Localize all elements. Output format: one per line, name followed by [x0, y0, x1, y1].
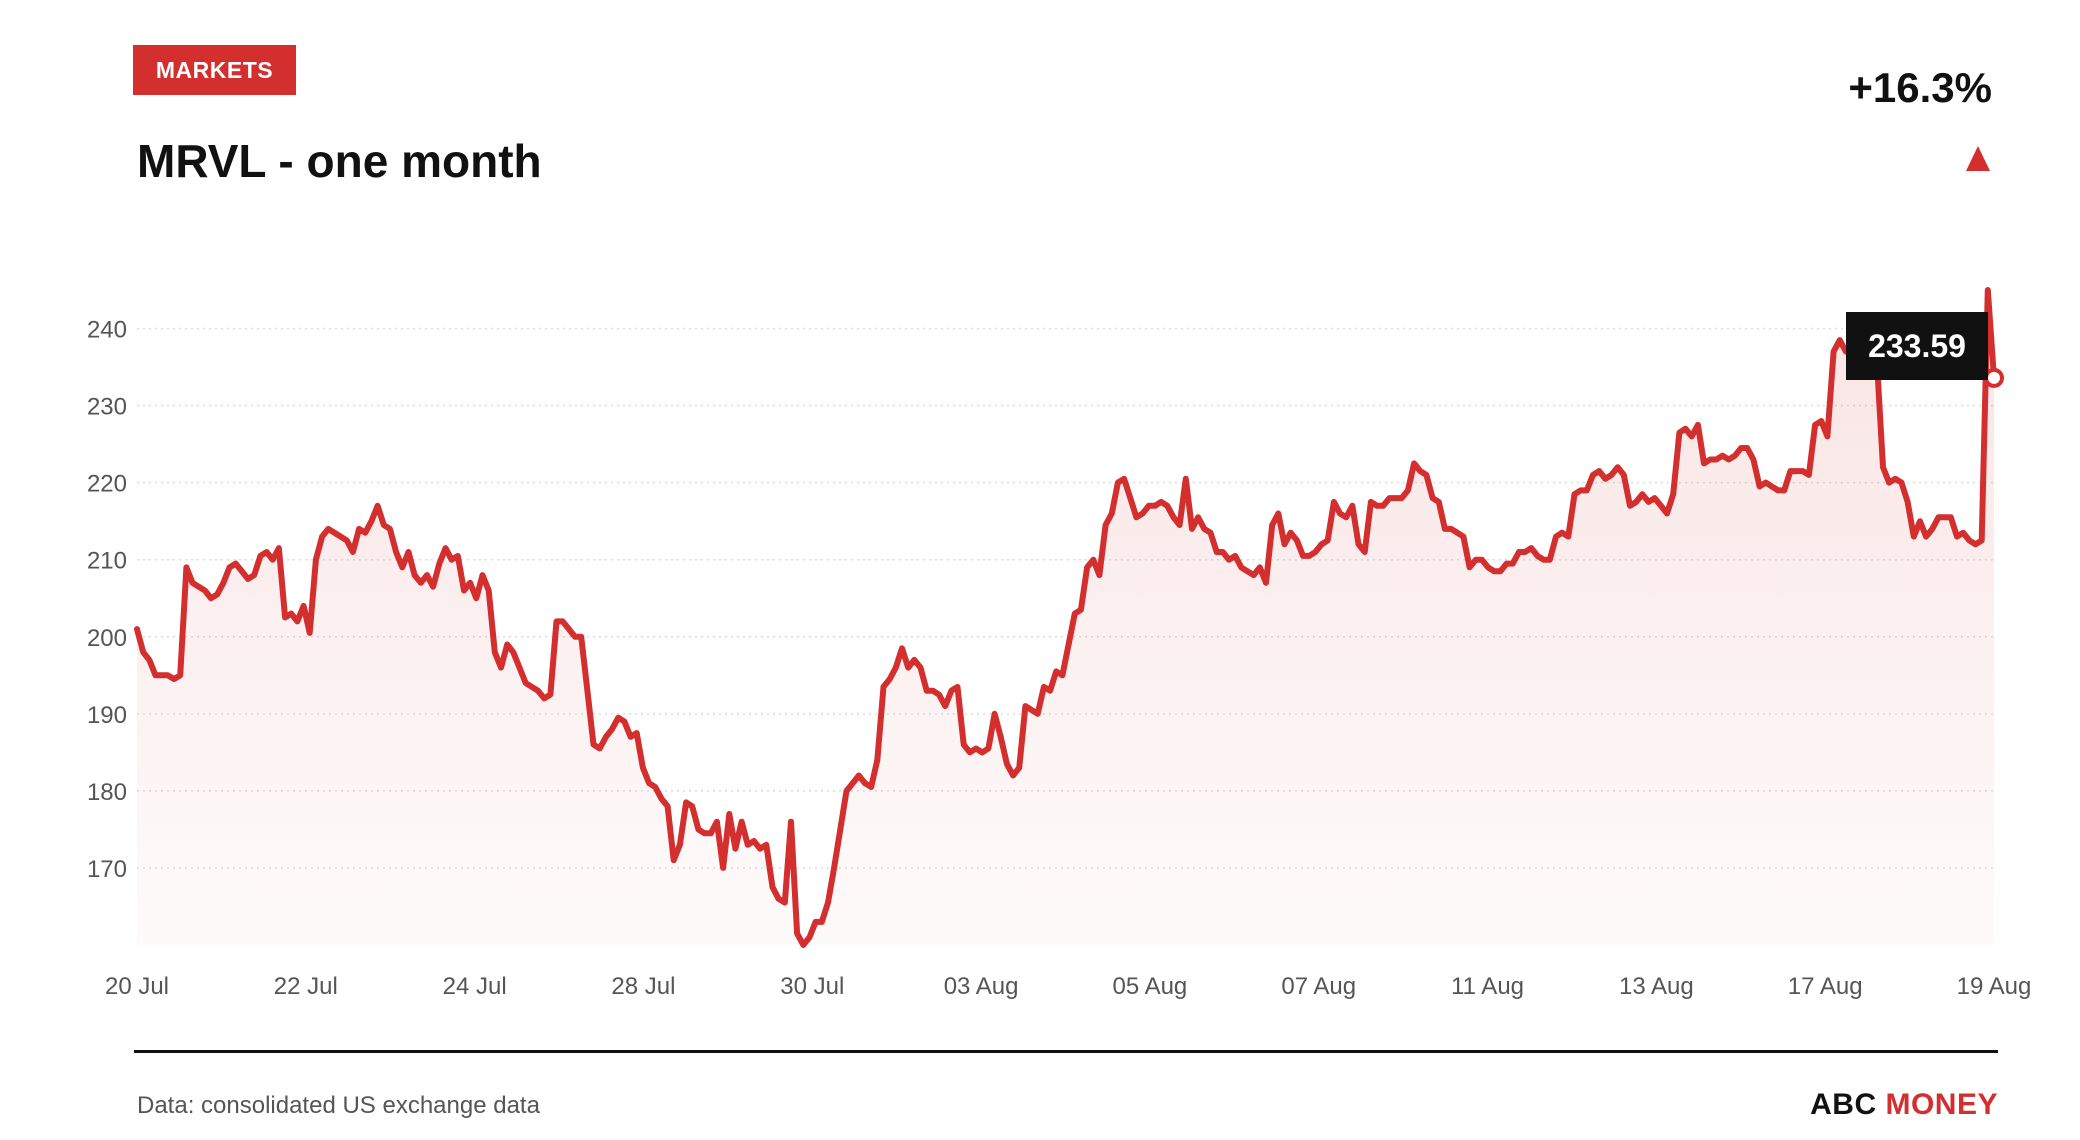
brand-abc: ABC: [1810, 1088, 1877, 1121]
y-axis: 170 180 190 200 210 220 230 240: [87, 317, 127, 883]
x-tick-label: 24 Jul: [443, 973, 507, 1000]
x-tick-label: 17 Aug: [1788, 973, 1863, 1000]
x-tick-label: 30 Jul: [780, 973, 844, 1000]
x-tick-label: 07 Aug: [1281, 973, 1356, 1000]
last-value-marker: 233.59: [1846, 312, 2004, 388]
x-tick-label: 03 Aug: [944, 973, 1019, 1000]
y-tick-label: 200: [87, 625, 127, 652]
brand-logo: ABC MONEY: [1810, 1088, 1998, 1122]
x-tick-label: 22 Jul: [274, 973, 338, 1000]
y-tick-label: 180: [87, 779, 127, 806]
x-tick-label: 28 Jul: [611, 973, 675, 1000]
series-line: [134, 287, 1997, 948]
last-value-box: [1846, 312, 1988, 380]
percent-change: +16.3%: [1848, 64, 1992, 111]
up-triangle-icon: [1966, 146, 1990, 171]
x-tick-label: 19 Aug: [1957, 973, 2032, 1000]
area-fill: [137, 290, 1994, 945]
last-point-dot: [1984, 367, 2004, 388]
chart-title: MRVL - one month: [137, 135, 542, 187]
y-tick-label: 210: [87, 548, 127, 575]
last-value-label: 233.59: [1868, 328, 1966, 364]
y-tick-label: 220: [87, 471, 127, 498]
y-tick-label: 170: [87, 856, 127, 883]
x-axis: 20 Jul 22 Jul 24 Jul 28 Jul 30 Jul 03 Aug 05 A…: [105, 973, 2031, 1000]
x-tick-label: 05 Aug: [1113, 973, 1188, 1000]
y-tick-label: 240: [87, 317, 127, 344]
y-tick-label: 230: [87, 394, 127, 421]
brand-money: MONEY: [1885, 1088, 1998, 1121]
x-tick-label: 13 Aug: [1619, 973, 1694, 1000]
x-tick-label: 11 Aug: [1451, 973, 1524, 1000]
y-tick-label: 190: [87, 702, 127, 729]
footer-divider: [134, 1050, 1998, 1053]
section-tag: MARKETS: [133, 45, 296, 95]
data-source: Data: consolidated US exchange data: [137, 1092, 540, 1119]
x-tick-label: 20 Jul: [105, 973, 169, 1000]
